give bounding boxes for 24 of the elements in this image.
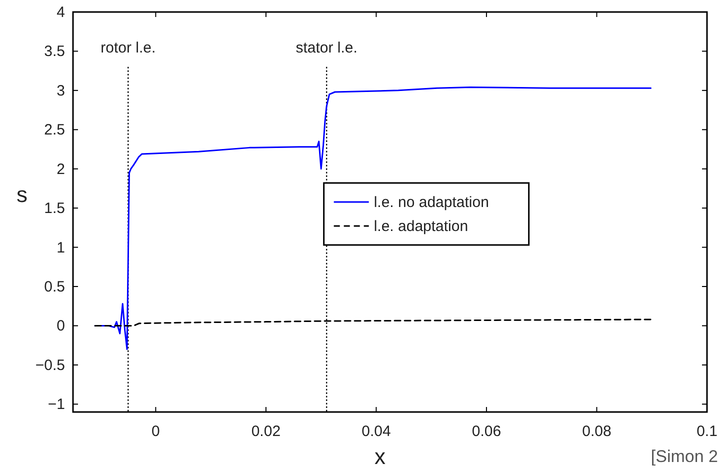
x-tick-label: 0.04 [362,423,391,440]
y-tick-label: 0 [56,318,65,335]
y-tick-label: 0.5 [44,278,65,296]
y-tick-label: 1.5 [44,200,65,218]
y-tick-label: 1 [56,239,65,256]
y-tick-label: 2 [56,160,65,178]
y-tick-label: −1 [48,396,65,414]
x-tick-label: 0 [152,423,160,440]
y-tick-label: 2.5 [44,122,65,139]
ref-line-label: rotor l.e. [100,40,156,57]
y-axis-title: s [16,182,28,207]
y-tick-label: 3.5 [44,43,65,60]
legend-label: l.e. no adaptation [374,194,489,211]
x-tick-label: 0.02 [251,423,281,440]
legend-label: l.e. adaptation [374,218,468,235]
y-tick-label: 4 [56,4,65,21]
text: [Simon 2 [650,447,718,466]
ref-line-label: stator l.e. [296,40,358,57]
x-tick-label: 0.1 [696,423,718,440]
x-axis-title: x [374,444,386,468]
x-tick-label: 0.06 [472,423,502,440]
y-tick-label: 3 [56,82,65,100]
y-tick-label: −0.5 [35,356,65,374]
x-tick-label: 0.08 [582,423,612,440]
